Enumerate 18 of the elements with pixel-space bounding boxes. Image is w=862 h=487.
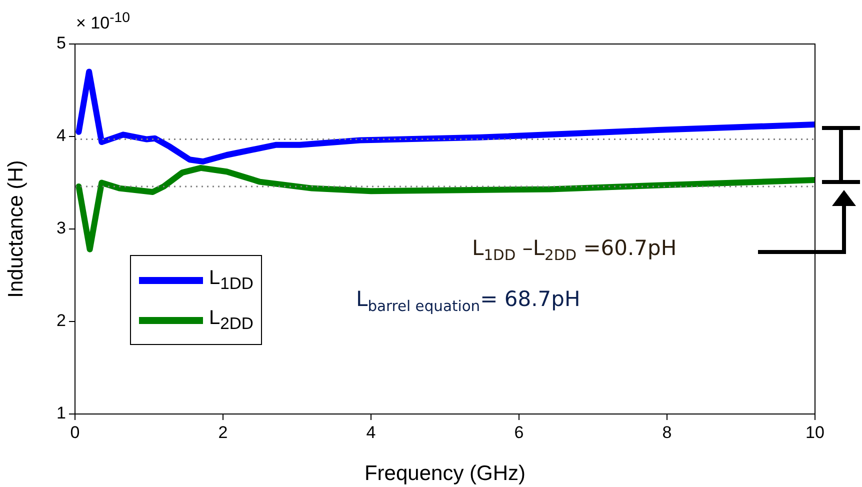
- x-tick-label: 6: [514, 422, 524, 442]
- y-tick-label: 3: [56, 218, 66, 238]
- annotation: L$_{barrel equation}$= 68.7pH: [356, 287, 580, 316]
- text: × 10$^{-10}$: [76, 10, 130, 34]
- annotation: L$_{1DD}$ –L$_{2DD}$ =60.7pH: [472, 236, 677, 264]
- y-tick-label: 1: [56, 404, 66, 423]
- y-tick-label: 5: [56, 34, 66, 53]
- y-axis-title: Inductance (H): [4, 160, 28, 298]
- x-axis-title: Frequency (GHz): [364, 462, 526, 486]
- x-tick-label: 4: [366, 422, 376, 442]
- x-tick-label: 0: [70, 422, 80, 442]
- y-tick-label: 2: [56, 311, 66, 330]
- x-tick-label: 8: [662, 422, 672, 442]
- x-tick-label: 10: [806, 422, 824, 442]
- legend-label: L$_{2DD}$: [209, 306, 254, 334]
- x-tick-label: 2: [218, 422, 228, 442]
- legend-label: L$_{1DD}$: [209, 266, 254, 294]
- y-tick-label: 4: [56, 126, 66, 146]
